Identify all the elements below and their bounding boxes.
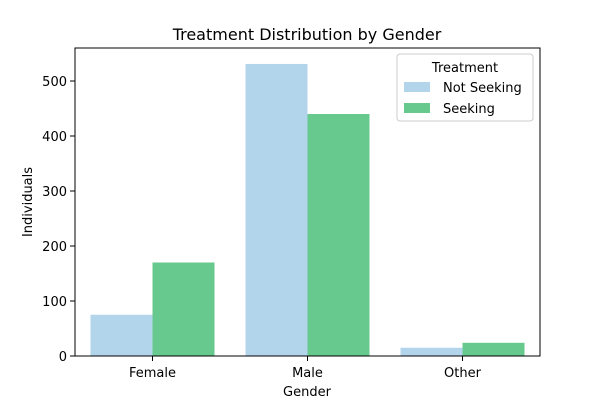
bar-not-seeking-male: [245, 63, 308, 356]
y-tick-label: 400: [42, 130, 67, 145]
chart-title: Treatment Distribution by Gender: [172, 25, 442, 44]
x-axis: Female Male Other: [129, 356, 482, 381]
legend-swatch-not-seeking: [404, 82, 430, 92]
y-tick-label: 100: [42, 295, 67, 310]
y-tick-label: 500: [42, 75, 67, 90]
bars-layer: [90, 63, 525, 356]
x-axis-label: Gender: [283, 385, 332, 400]
y-tick-label: 300: [42, 185, 67, 200]
bar-seeking-male: [307, 114, 370, 356]
legend-title: Treatment: [431, 61, 498, 76]
bar-seeking-female: [152, 262, 215, 356]
y-tick-label: 0: [59, 350, 67, 365]
y-axis: 0 100 200 300 400 500: [42, 75, 75, 365]
bar-seeking-other: [462, 342, 525, 356]
legend-frame: [396, 53, 534, 122]
x-tick-label-male: Male: [292, 366, 323, 381]
legend: Treatment Not Seeking Seeking: [396, 53, 534, 122]
x-tick-label-other: Other: [444, 366, 482, 381]
x-tick-label-female: Female: [129, 366, 176, 381]
legend-label-seeking: Seeking: [443, 102, 495, 117]
legend-swatch-seeking: [404, 103, 430, 113]
plot-frame: [74, 47, 541, 357]
bar-not-seeking-other: [400, 347, 463, 356]
bar-not-seeking-female: [90, 314, 153, 356]
y-axis-label: Individuals: [21, 167, 36, 237]
y-tick-label: 200: [42, 240, 67, 255]
legend-label-not-seeking: Not Seeking: [443, 81, 522, 96]
